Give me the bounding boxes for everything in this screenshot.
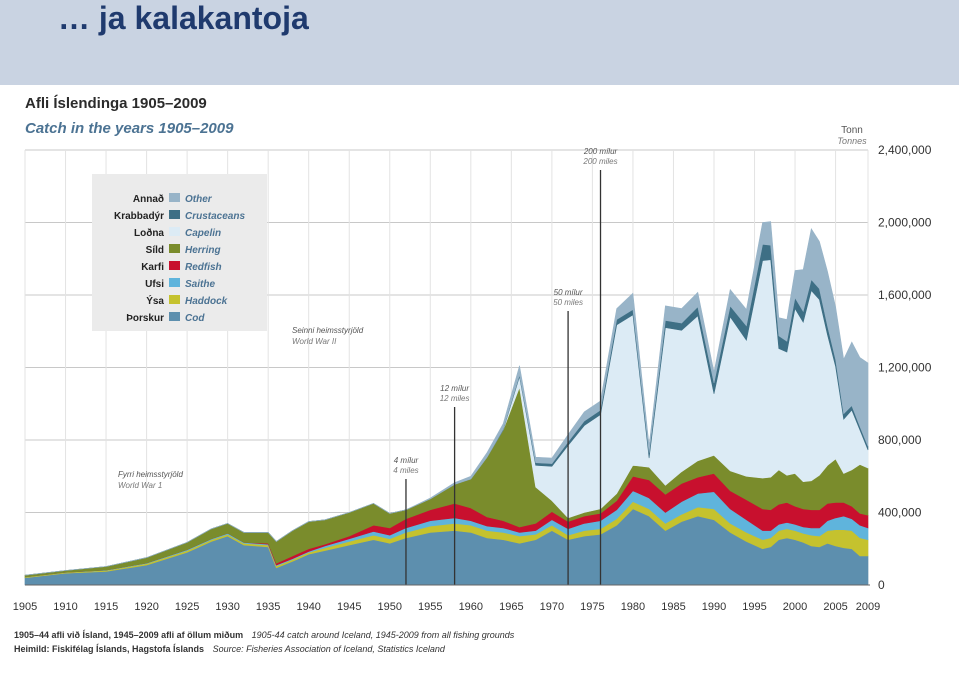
legend-label-is: Ufsi: [145, 279, 164, 290]
x-tick-label: 1970: [540, 601, 564, 613]
event-label-en: 200 miles: [582, 157, 617, 166]
legend-label-en: Redfish: [185, 262, 222, 273]
x-tick-label: 2005: [823, 601, 847, 613]
legend: Annað Other Krabbadýr Crustaceans Loðna Capel…: [92, 174, 267, 331]
footnote-en: 1905-44 catch around Iceland, 1945-2009 …: [252, 630, 515, 640]
x-tick-label: 1955: [418, 601, 442, 613]
legend-label-en: Haddock: [185, 296, 228, 307]
event-label-en: 4 miles: [393, 466, 418, 475]
legend-label-en: Capelin: [185, 228, 221, 239]
x-tick-label: 1905: [13, 601, 37, 613]
legend-swatch: [169, 295, 180, 304]
y-axis-label-en: Tonnes: [837, 136, 867, 146]
legend-swatch: [169, 261, 180, 270]
catch-area-chart: Afli Íslendinga 1905–2009 Catch in the y…: [0, 85, 959, 679]
event-label: 50 mílur: [554, 288, 583, 297]
legend-label-en: Herring: [185, 245, 221, 256]
x-tick-label: 1965: [499, 601, 523, 613]
legend-swatch: [169, 210, 180, 219]
event-label: Fyrri heimsstyrjöld: [118, 470, 183, 479]
y-tick-label: 1,200,000: [878, 361, 932, 375]
y-axis-label: Tonn: [841, 125, 863, 136]
event-label: Seinni heimsstyrjöld: [292, 326, 364, 335]
y-tick-labels: 0 400,000 800,000 1,200,000 1,600,000 2,000,0…: [878, 143, 932, 592]
x-tick-label: 1975: [580, 601, 604, 613]
legend-label-is: Þorskur: [126, 313, 164, 324]
x-tick-label: 2000: [783, 601, 807, 613]
event-label: 12 mílur: [440, 384, 469, 393]
event-annotations: Fyrri heimsstyrjöld World War 1 Seinni hei…: [118, 147, 618, 585]
x-tick-label: 1925: [175, 601, 199, 613]
chart-subtitle: Catch in the years 1905–2009: [25, 120, 234, 137]
legend-label-is: Loðna: [134, 227, 164, 239]
legend-label-en: Cod: [185, 313, 205, 324]
legend-label-is: Ýsa: [146, 294, 164, 307]
y-tick-label: 400,000: [878, 506, 922, 520]
x-tick-label: 1950: [378, 601, 402, 613]
slide-title: … ja kalakantoja: [58, 0, 309, 36]
footnote: 1905–44 afli við Ísland, 1945–2009 afli …: [14, 630, 515, 640]
chart-title: Afli Íslendinga 1905–2009: [25, 95, 207, 112]
x-tick-label: 2009: [856, 601, 880, 613]
legend-label-is: Síld: [146, 245, 164, 256]
event-label: 200 mílur: [583, 147, 618, 156]
area-other: [24, 221, 869, 576]
event-label-en: World War 1: [118, 481, 162, 490]
legend-swatch: [169, 227, 180, 236]
x-tick-label: 1910: [53, 601, 77, 613]
x-tick-label: 1935: [256, 601, 280, 613]
x-tick-label: 1945: [337, 601, 361, 613]
legend-label-en: Other: [185, 194, 213, 205]
stacked-areas: [24, 221, 869, 586]
source: Heimild: Fiskifélag Íslands, Hagstofa Ís…: [14, 644, 446, 654]
event-label-en: 50 miles: [553, 298, 583, 307]
x-tick-labels: 1905 1910 1915 1920 1925 1930 1935 1940 1945 1950…: [13, 601, 880, 613]
legend-label-en: Crustaceans: [185, 211, 245, 222]
x-tick-label: 1980: [621, 601, 645, 613]
x-tick-label: 1995: [742, 601, 766, 613]
event-label: 4 mílur: [394, 456, 419, 465]
event-label-en: World War II: [292, 337, 337, 346]
source-en: Source: Fisheries Association of Iceland…: [213, 644, 446, 654]
legend-swatch: [169, 244, 180, 253]
y-tick-label: 800,000: [878, 433, 922, 447]
legend-swatch: [169, 278, 180, 287]
x-tick-label: 1920: [134, 601, 158, 613]
y-tick-label: 0: [878, 578, 885, 592]
source-is: Heimild: Fiskifélag Íslands, Hagstofa Ís…: [14, 644, 204, 654]
x-tick-label: 1985: [661, 601, 685, 613]
x-tick-label: 1960: [459, 601, 483, 613]
y-tick-label: 2,000,000: [878, 216, 932, 230]
x-tick-label: 1930: [215, 601, 239, 613]
legend-swatch: [169, 193, 180, 202]
x-tick-label: 1990: [702, 601, 726, 613]
footnote-is: 1905–44 afli við Ísland, 1945–2009 afli …: [14, 630, 243, 640]
slide-header: … ja kalakantoja: [0, 0, 959, 85]
legend-label-is: Annað: [133, 193, 164, 205]
legend-label-is: Karfi: [141, 262, 164, 273]
event-label-en: 12 miles: [440, 394, 470, 403]
y-tick-label: 2,400,000: [878, 143, 932, 157]
legend-label-is: Krabbadýr: [114, 211, 164, 222]
x-tick-label: 1940: [296, 601, 320, 613]
legend-label-en: Saithe: [185, 279, 215, 290]
y-tick-label: 1,600,000: [878, 288, 932, 302]
x-tick-label: 1915: [94, 601, 118, 613]
legend-swatch: [169, 312, 180, 321]
